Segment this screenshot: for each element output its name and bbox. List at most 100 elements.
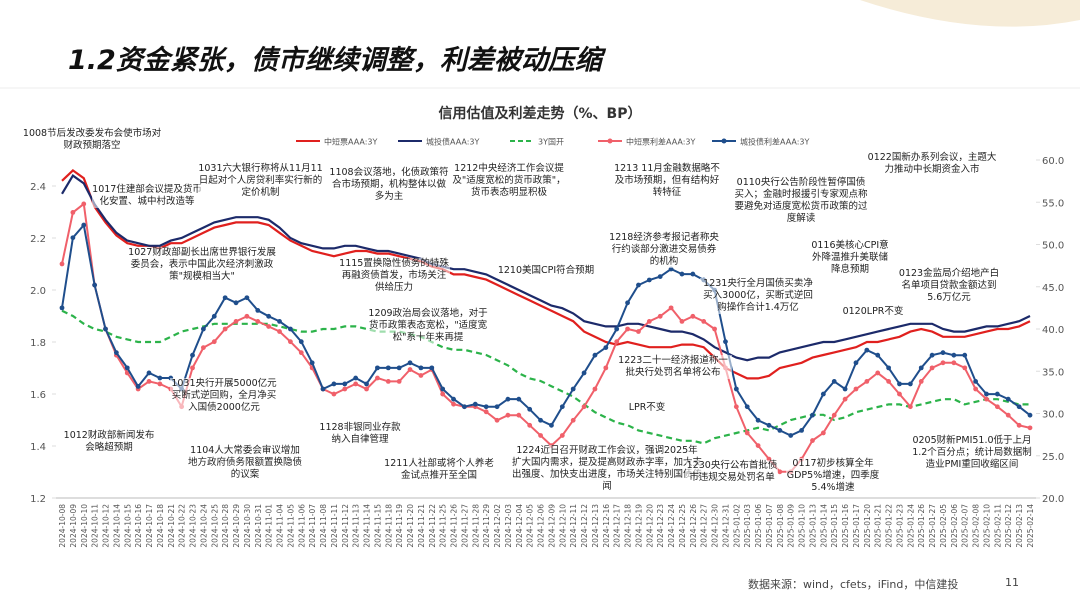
series-line xyxy=(61,309,1030,445)
data-point xyxy=(962,352,968,358)
x-tick-label: 2024-12-25 xyxy=(678,504,687,548)
annotation: 1027财政部副长出席世界银行发展委员会，表示中国此次经济刺激政策"规模相当大" xyxy=(128,247,276,283)
annotation: 1211人社部或将个人养老金试点推开至全国 xyxy=(383,458,495,482)
data-point xyxy=(1016,404,1022,410)
data-point xyxy=(211,313,217,319)
page-number: 11 xyxy=(1005,576,1019,589)
legend-marker xyxy=(607,138,613,144)
x-tick-label: 2024-11-07 xyxy=(308,504,317,548)
annotation: 0110央行公告阶段性暂停国债买入；金融时报援引专家观点称要避免对适度宽松货币政… xyxy=(732,177,870,225)
data-point xyxy=(298,350,304,356)
x-tick-label: 2025-01-14 xyxy=(819,504,828,548)
x-tick-label: 2024-11-29 xyxy=(482,504,491,548)
x-tick-label: 2025-02-07 xyxy=(961,504,970,548)
data-point xyxy=(690,271,696,277)
y-tick-label: 2.2 xyxy=(30,234,46,245)
annotation: 1209政治局会议落地，对于货币政策表态宽松，"适度宽松"系十年来再提 xyxy=(366,308,490,344)
data-point xyxy=(636,282,641,288)
data-point xyxy=(396,365,402,371)
annotation: 0120LPR不变 xyxy=(838,306,908,318)
data-point xyxy=(799,428,804,433)
data-point xyxy=(733,386,739,392)
data-point xyxy=(614,339,620,345)
x-tick-label: 2024-10-10 xyxy=(80,504,89,548)
x-tick-label: 2024-12-26 xyxy=(689,504,698,548)
data-point xyxy=(853,360,859,366)
data-point xyxy=(755,417,761,423)
x-tick-label: 2024-10-28 xyxy=(221,504,230,548)
annotation: 1115置换隐性债务的特殊再融资债首发，市场关注供给压力 xyxy=(338,258,450,294)
data-point xyxy=(875,352,881,358)
annotation: 1231央行全月国债买卖净买入3000亿，买断式逆回购操作合计1.4万亿 xyxy=(700,278,816,314)
data-point xyxy=(516,396,522,402)
data-point xyxy=(146,370,152,376)
annotation: 1031六大银行称将从11月11日起对个人房贷利率实行新的定价机制 xyxy=(198,163,323,199)
annotation: 0123金监局介绍地产白名单项目贷款金额达到5.6万亿元 xyxy=(896,268,1002,304)
x-tick-label: 2025-01-26 xyxy=(917,504,926,548)
data-point xyxy=(418,373,424,378)
data-point xyxy=(233,300,239,306)
data-point xyxy=(233,318,239,324)
data-point xyxy=(418,365,424,371)
data-point xyxy=(135,384,141,389)
data-point xyxy=(875,370,881,376)
x-tick-label: 2024-11-20 xyxy=(406,504,415,548)
data-point xyxy=(1016,422,1022,428)
annotation: 1012财政部新闻发布会略超预期 xyxy=(60,430,158,454)
data-point xyxy=(451,396,456,402)
chart-title: 信用估值及利差走势（%、BP） xyxy=(439,105,642,122)
legend-label: 3Y国开 xyxy=(538,138,564,147)
data-point xyxy=(657,313,663,319)
data-point xyxy=(462,404,467,410)
legend-label: 城投债AAA:3Y xyxy=(426,137,480,147)
data-point xyxy=(277,329,282,334)
data-point xyxy=(255,318,261,324)
annotation: 1218经济参考报记者称央行约谈部分激进交易债券的机构 xyxy=(608,232,720,268)
annotation: 1212中央经济工作会议提及"适度宽松的货币政策"，货币表态明显积极 xyxy=(448,163,570,199)
data-point xyxy=(842,396,848,402)
data-point xyxy=(288,326,293,332)
data-point xyxy=(625,300,630,306)
data-point xyxy=(385,365,391,371)
data-point xyxy=(994,404,1000,410)
data-point xyxy=(331,391,337,397)
data-point xyxy=(440,391,446,397)
x-tick-label: 2025-01-09 xyxy=(787,504,796,548)
x-tick-label: 2025-02-08 xyxy=(972,504,981,548)
data-point xyxy=(864,378,870,384)
x-tick-label: 2025-01-10 xyxy=(798,504,807,548)
data-point xyxy=(364,386,369,392)
data-point xyxy=(984,396,989,402)
data-point xyxy=(603,345,609,350)
data-point xyxy=(309,360,315,366)
data-point xyxy=(103,326,108,332)
data-point xyxy=(897,391,902,397)
data-point xyxy=(690,313,696,319)
data-point xyxy=(157,375,163,381)
x-tick-label: 2024-10-14 xyxy=(112,504,121,548)
data-point xyxy=(440,386,446,392)
x-tick-label: 2024-11-14 xyxy=(363,504,372,548)
annotation: 1108会议落地，化债政策符合市场预期，机构整体以做多为主 xyxy=(328,167,450,203)
data-point xyxy=(820,430,826,436)
x-tick-label: 2025-01-13 xyxy=(808,504,817,548)
data-point xyxy=(777,469,783,475)
x-tick-label: 2024-12-19 xyxy=(634,504,643,548)
data-point xyxy=(657,274,663,280)
data-point xyxy=(385,378,391,384)
data-point xyxy=(190,352,195,358)
x-tick-label: 2024-11-06 xyxy=(297,504,306,548)
data-point xyxy=(788,433,794,438)
x-tick-label: 2024-10-11 xyxy=(91,504,100,548)
data-point xyxy=(733,404,739,410)
data-point xyxy=(1027,425,1033,431)
annotation: 1210美国CPI符合预期 xyxy=(496,265,596,277)
data-point xyxy=(679,318,685,324)
x-tick-label: 2025-02-10 xyxy=(982,504,991,548)
x-tick-label: 2024-10-29 xyxy=(232,504,241,548)
x-tick-label: 2025-02-12 xyxy=(1004,504,1013,548)
x-tick-label: 2024-10-09 xyxy=(69,504,78,548)
data-point xyxy=(766,422,772,428)
